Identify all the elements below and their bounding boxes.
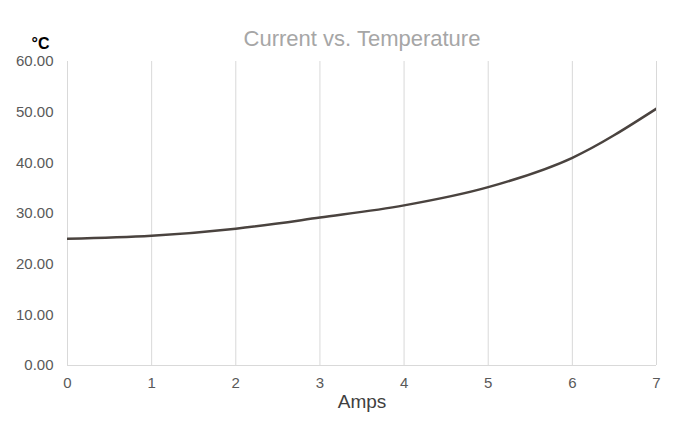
svg-text:3: 3	[316, 374, 324, 391]
svg-text:10.00: 10.00	[16, 306, 54, 323]
svg-text:5: 5	[484, 374, 492, 391]
svg-text:°C: °C	[32, 35, 50, 52]
svg-text:Amps: Amps	[338, 391, 387, 412]
svg-text:Current vs. Temperature: Current vs. Temperature	[244, 26, 481, 51]
svg-text:6: 6	[568, 374, 576, 391]
svg-text:4: 4	[400, 374, 408, 391]
svg-text:60.00: 60.00	[16, 52, 54, 69]
svg-text:7: 7	[652, 374, 660, 391]
svg-text:0: 0	[63, 374, 71, 391]
svg-text:2: 2	[232, 374, 240, 391]
svg-text:50.00: 50.00	[16, 103, 54, 120]
svg-text:1: 1	[147, 374, 155, 391]
svg-text:40.00: 40.00	[16, 154, 54, 171]
svg-text:20.00: 20.00	[16, 255, 54, 272]
svg-text:0.00: 0.00	[24, 356, 53, 373]
svg-text:30.00: 30.00	[16, 204, 54, 221]
